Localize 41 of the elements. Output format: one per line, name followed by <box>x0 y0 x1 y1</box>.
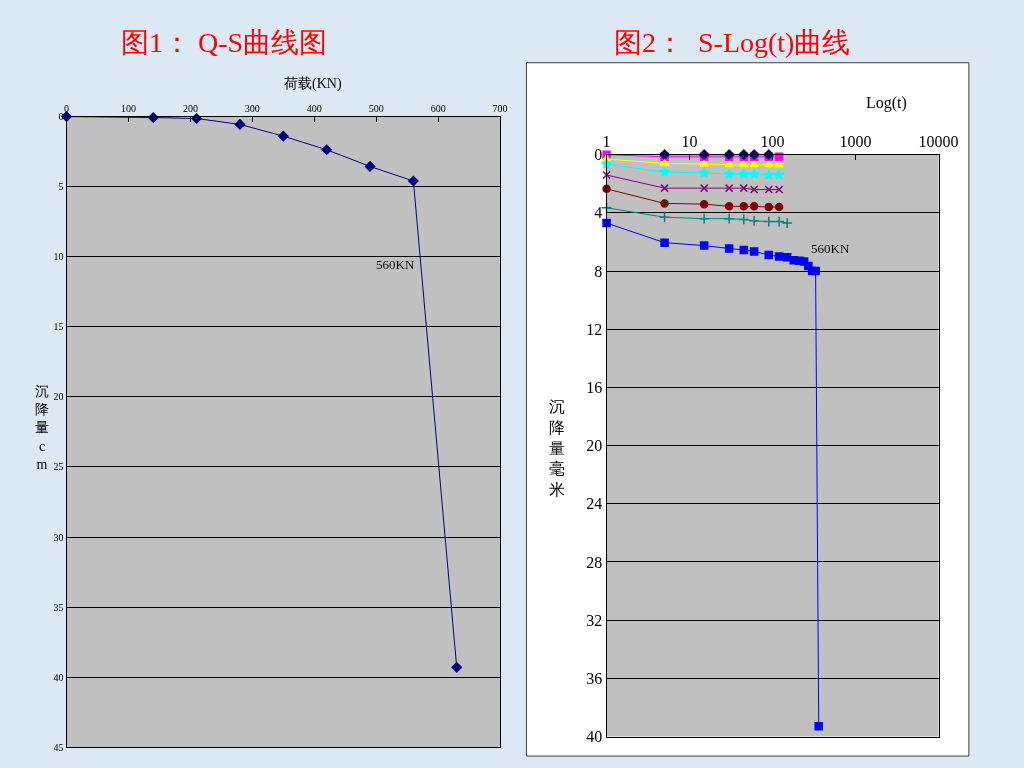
y-axis-title: 沉降量毫米 <box>549 398 565 499</box>
x-axis-title: 荷载(KN) <box>284 76 342 92</box>
y-tick-label: 0 <box>594 146 603 164</box>
x-tick-label: 10 <box>681 133 698 151</box>
y-tick-label: 30 <box>53 531 64 543</box>
x-tick-label: 1000 <box>839 133 872 151</box>
annotation: 560KN <box>376 257 415 272</box>
y-tick-label: 0 <box>58 111 64 123</box>
x-tick-label: 400 <box>306 102 322 114</box>
y-tick-label: 4 <box>594 204 603 222</box>
y-tick-label: 28 <box>586 553 603 571</box>
x-tick-label: 100 <box>120 102 136 114</box>
x-tick-label: 500 <box>368 102 384 114</box>
y-axis-title: 沉降量cm <box>35 384 49 472</box>
y-tick-label: 45 <box>53 741 64 753</box>
y-tick-label: 24 <box>586 495 603 513</box>
y-tick-label: 40 <box>586 728 603 746</box>
y-tick-label: 12 <box>586 320 603 338</box>
y-tick-label: 15 <box>53 321 64 333</box>
y-tick-label: 40 <box>53 671 64 683</box>
y-tick-label: 32 <box>586 611 603 629</box>
y-tick-label: 8 <box>594 262 603 280</box>
y-tick-label: 20 <box>586 437 603 455</box>
x-tick-label: 10000 <box>918 133 959 151</box>
y-tick-label: 25 <box>53 461 64 473</box>
x-tick-label: 700 <box>492 102 508 114</box>
y-tick-label: 35 <box>53 601 64 613</box>
x-tick-label: 600 <box>430 102 446 114</box>
chart-title: 图2： S-Log(t)曲线 <box>614 27 851 58</box>
x-tick-label: 100 <box>760 133 785 151</box>
y-tick-label: 5 <box>58 181 64 193</box>
x-tick-label: 1 <box>602 133 611 151</box>
y-tick-label: 10 <box>53 251 64 263</box>
chart-title: 图1： Q-S曲线图 <box>121 27 328 58</box>
y-tick-label: 16 <box>586 379 603 397</box>
x-tick-label: 300 <box>244 102 260 114</box>
x-axis-title: Log(t) <box>866 94 907 112</box>
y-tick-label: 20 <box>53 391 64 403</box>
y-tick-label: 36 <box>586 669 603 687</box>
annotation: 560KN <box>811 241 850 256</box>
x-tick-label: 200 <box>182 102 198 114</box>
